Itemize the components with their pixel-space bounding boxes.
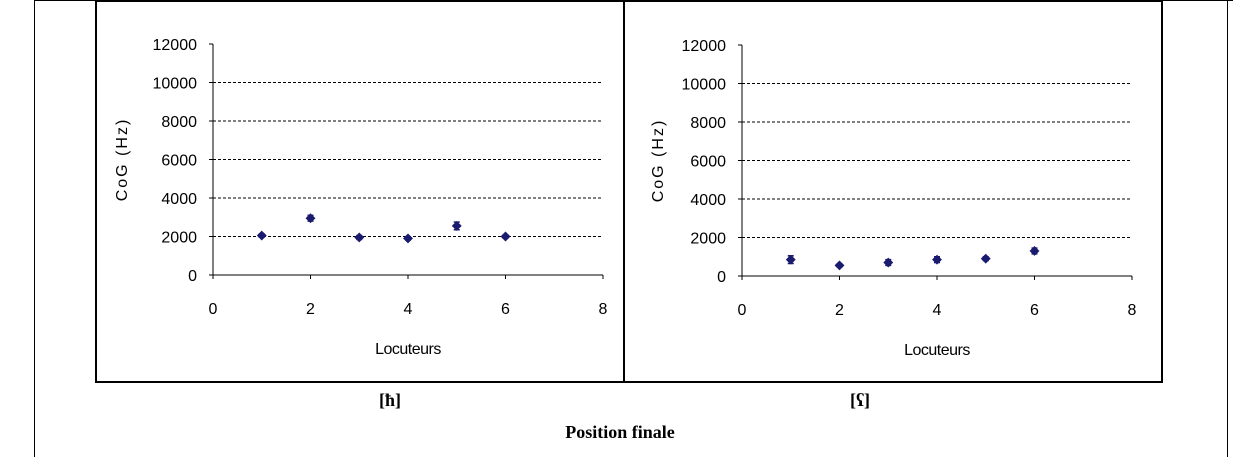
x-tick-label: 4 (933, 302, 942, 319)
data-point (834, 260, 845, 271)
data-point (451, 220, 462, 231)
caption-ayn: [ʕ] (850, 390, 870, 410)
y-axis-title: CoG (Hz) (114, 118, 131, 202)
data-point (354, 232, 365, 243)
y-tick-label: 4000 (161, 191, 197, 208)
footer-title: Position finale (565, 422, 675, 442)
x-tick-label: 4 (404, 301, 413, 318)
x-tick-label: 0 (738, 302, 747, 319)
y-tick-label: 12000 (682, 38, 727, 55)
data-point (1029, 246, 1040, 256)
x-axis-title: Locuteurs (375, 341, 441, 358)
y-tick-label: 0 (717, 269, 726, 286)
data-point (980, 253, 991, 264)
data-point (256, 230, 267, 241)
x-tick-label: 8 (1128, 302, 1137, 319)
data-point (305, 213, 316, 224)
y-tick-label: 2000 (161, 230, 197, 247)
chart-panel-left: 0 2000 4000 6000 8000 10000 12000 0 2 4 6 8 Locuteur… (95, 0, 625, 383)
x-tick-label: 6 (501, 301, 510, 318)
y-tick-label: 0 (188, 268, 197, 285)
data-point (403, 233, 413, 244)
x-tick-label: 2 (306, 301, 315, 318)
x-tick-label: 0 (209, 301, 218, 318)
cog-chart-ayn: 0 2000 4000 6000 8000 10000 12000 0 2 4 6 8 Locuteur… (650, 38, 1137, 359)
y-tick-label: 8000 (161, 114, 197, 131)
y-tick-label: 6000 (161, 153, 197, 170)
x-tick-label: 6 (1030, 302, 1039, 319)
data-point (500, 231, 511, 242)
x-axis-title: Locuteurs (904, 342, 970, 359)
x-tick-label: 8 (599, 301, 608, 318)
caption-h: [ħ] (379, 390, 401, 410)
data-point (932, 254, 942, 265)
y-axis-title: CoG (Hz) (650, 119, 667, 203)
chart-panel-right: 0 2000 4000 6000 8000 10000 12000 0 2 4 6 8 Locuteur… (623, 0, 1163, 383)
y-tick-label: 10000 (153, 76, 198, 93)
x-tick-label: 2 (835, 302, 844, 319)
cog-chart-h: 0 2000 4000 6000 8000 10000 12000 0 2 4 6 8 Locuteur… (114, 37, 608, 358)
y-tick-label: 10000 (682, 77, 727, 94)
y-tick-label: 8000 (690, 115, 726, 132)
table-border-left (34, 0, 35, 457)
y-tick-label: 2000 (690, 231, 726, 248)
y-tick-label: 4000 (690, 192, 726, 209)
data-point (785, 254, 796, 265)
data-point (883, 257, 894, 268)
y-tick-label: 12000 (153, 37, 198, 54)
table-border-right (1227, 0, 1228, 457)
y-tick-label: 6000 (690, 154, 726, 171)
